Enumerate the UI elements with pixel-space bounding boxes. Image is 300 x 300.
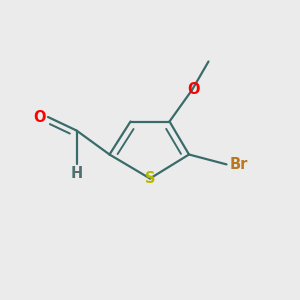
Text: O: O — [33, 110, 46, 124]
Text: Br: Br — [230, 157, 248, 172]
Text: H: H — [70, 166, 83, 181]
Text: O: O — [187, 82, 200, 98]
Text: S: S — [145, 171, 155, 186]
